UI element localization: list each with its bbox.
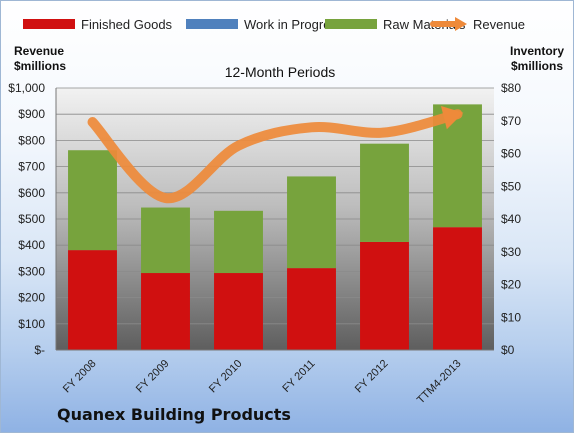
revenue-line-path (87, 109, 463, 204)
left-tick-label: $200 (18, 291, 45, 305)
bar-raw-materials (360, 143, 409, 242)
left-tick-label: $700 (18, 160, 45, 174)
x-tick-label: FY 2009 (134, 358, 172, 396)
right-tick-label: $80 (501, 81, 521, 95)
x-tick-label: FY 2010 (207, 358, 245, 396)
right-tick-label: $0 (501, 343, 515, 357)
bar-finished-goods (287, 268, 336, 350)
right-tick-label: $10 (501, 310, 521, 324)
left-tick-label: $- (34, 343, 45, 357)
left-tick-label: $900 (18, 107, 45, 121)
left-tick-label: $600 (18, 186, 45, 200)
bar-finished-goods (360, 241, 409, 350)
legend-swatch (23, 19, 75, 29)
bar-finished-goods (141, 273, 190, 350)
left-tick-label: $400 (18, 238, 45, 252)
right-tick-label: $40 (501, 212, 521, 226)
right-tick-label: $30 (501, 245, 521, 259)
bar-finished-goods (214, 273, 263, 350)
revenue-arrowhead (440, 105, 464, 130)
left-tick-label: $800 (18, 133, 45, 147)
revenue-line (87, 105, 464, 204)
right-tick-label: $70 (501, 114, 521, 128)
x-tick-label: FY 2012 (353, 358, 391, 396)
company-name: Quanex Building Products (57, 405, 291, 424)
bars (68, 104, 482, 350)
bar-finished-goods (433, 227, 482, 350)
bar-raw-materials (68, 150, 117, 251)
left-tick-label: $100 (18, 317, 45, 331)
x-tick-label: TTM4-2013 (415, 358, 464, 407)
right-tick-label: $20 (501, 278, 521, 292)
legend-arrow-revenue (455, 17, 467, 31)
left-axis-title: Revenue $millions (14, 44, 66, 73)
legend: Finished Goods Work in Progress Raw Materi… (23, 17, 525, 32)
bar-raw-materials (214, 210, 263, 274)
right-axis-title: Inventory $millions (510, 44, 564, 73)
legend-label: Work in Progress (244, 17, 344, 32)
left-tick-label: $500 (18, 212, 45, 226)
right-tick-label: $60 (501, 147, 521, 161)
left-tick-label: $300 (18, 264, 45, 278)
legend-label: Raw Materials (383, 17, 466, 32)
legend-swatch (325, 19, 377, 29)
right-tick-label: $50 (501, 179, 521, 193)
x-tick-label: FY 2011 (280, 358, 317, 395)
chart-title: 12-Month Periods (225, 64, 336, 80)
bar-finished-goods (68, 250, 117, 350)
x-tick-label: FY 2008 (61, 358, 99, 396)
bar-raw-materials (141, 207, 190, 274)
legend-label: Finished Goods (81, 17, 173, 32)
bar-raw-materials (287, 176, 336, 269)
left-tick-label: $1,000 (8, 81, 45, 95)
gridlines (56, 87, 494, 351)
legend-label: Revenue (473, 17, 525, 32)
bar-raw-materials (433, 104, 482, 228)
legend-swatch (186, 19, 238, 29)
